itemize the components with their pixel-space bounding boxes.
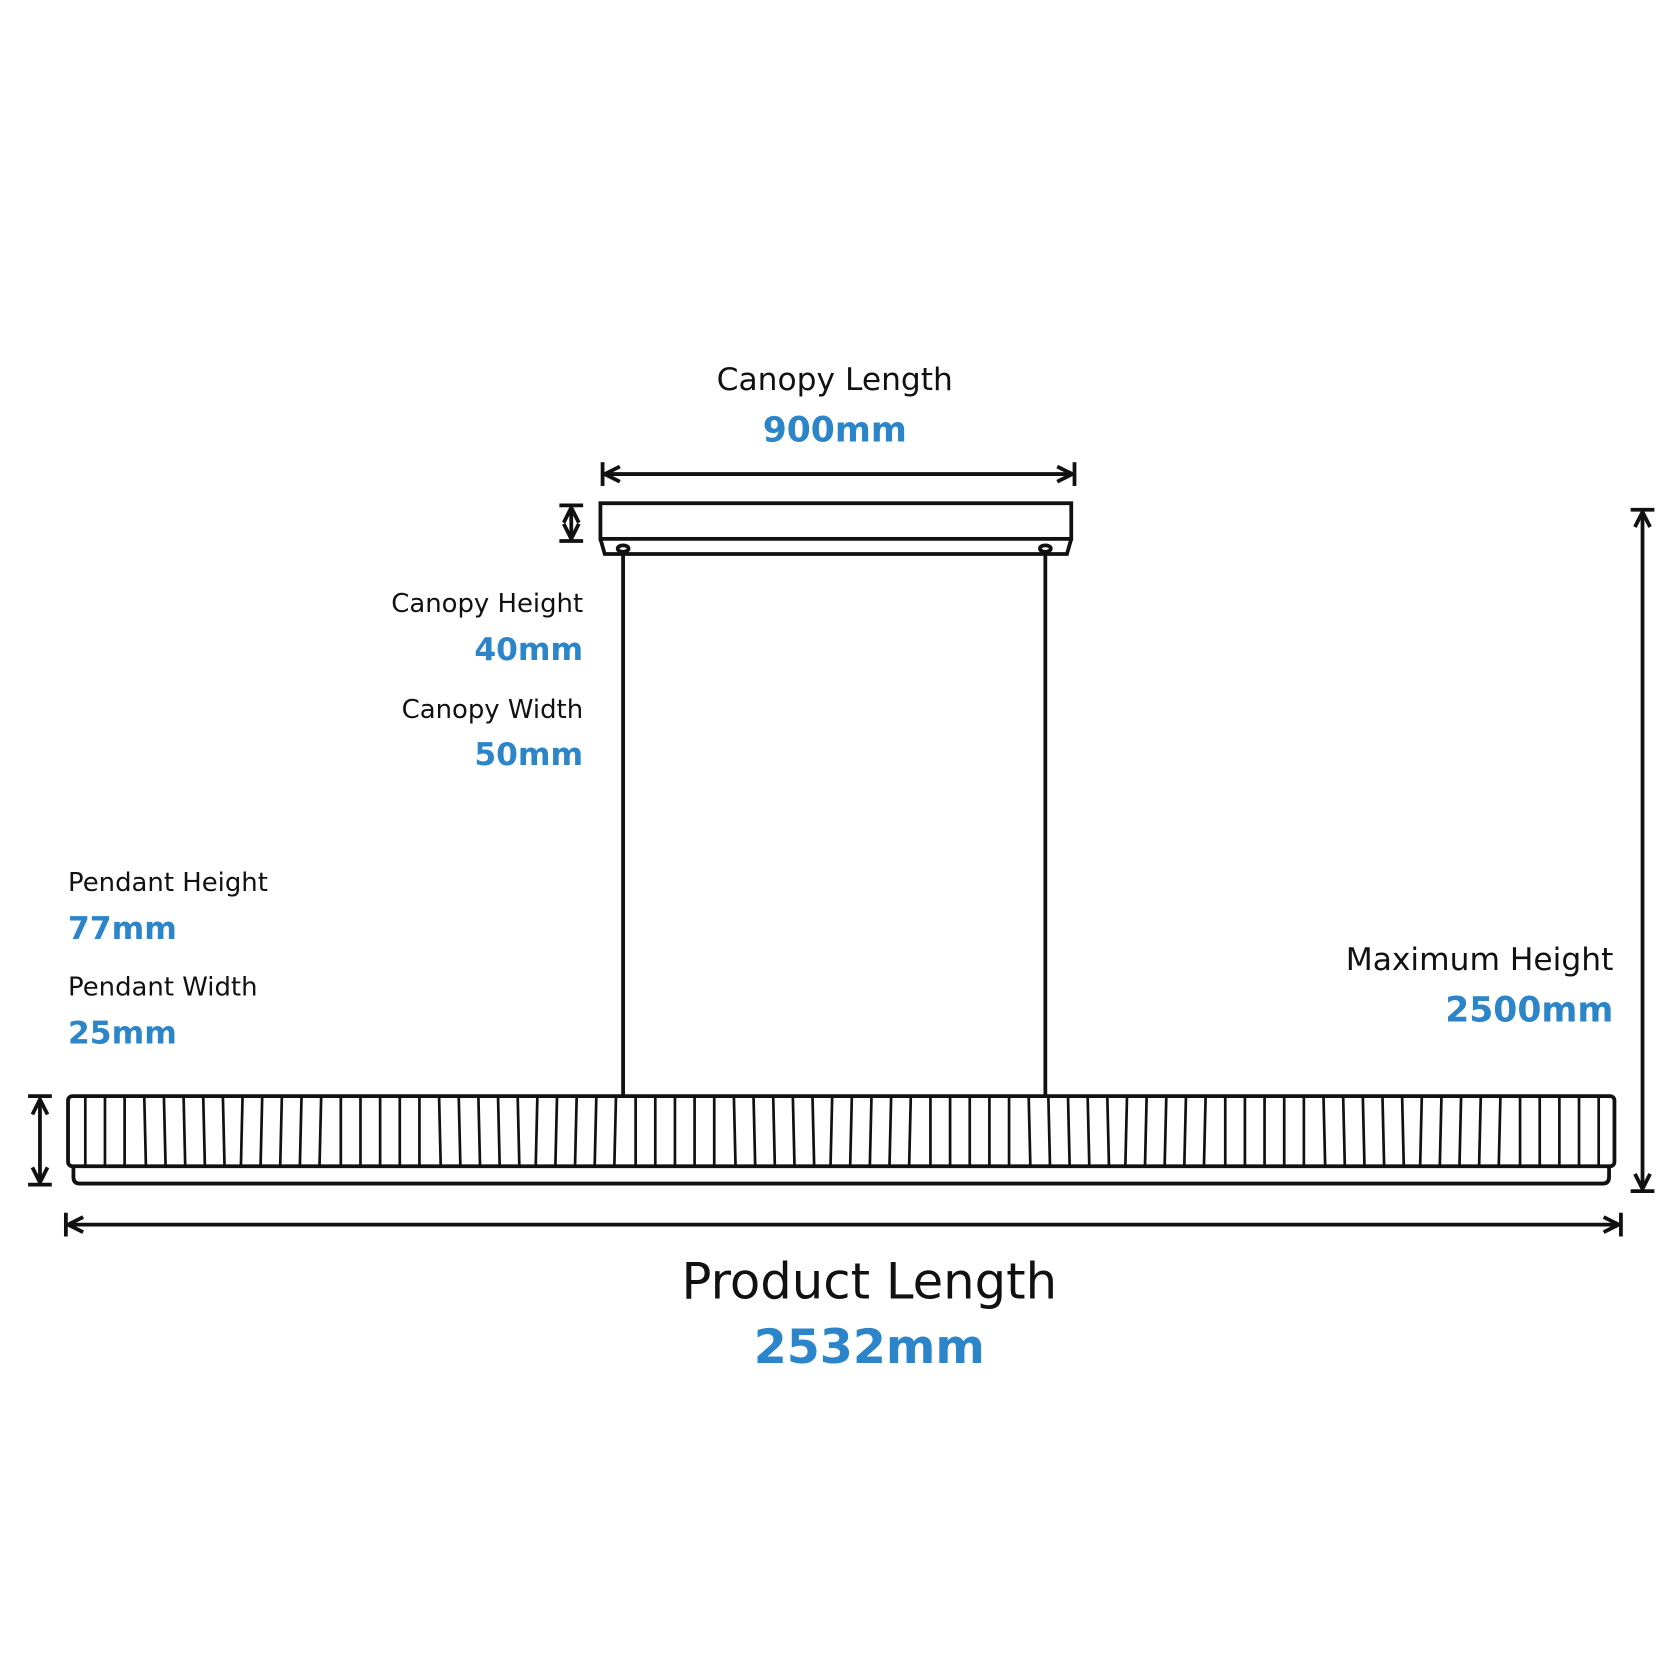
rib bbox=[1027, 1097, 1032, 1166]
rib bbox=[613, 1097, 618, 1166]
rib bbox=[907, 1097, 913, 1166]
rib bbox=[516, 1097, 521, 1166]
rib bbox=[554, 1097, 559, 1166]
value: 40mm bbox=[474, 632, 583, 668]
rib bbox=[573, 1097, 579, 1166]
pendant-height-arrow bbox=[28, 1094, 52, 1187]
rib bbox=[1143, 1097, 1148, 1166]
rib bbox=[1182, 1097, 1188, 1166]
value: 50mm bbox=[474, 737, 583, 773]
value: 77mm bbox=[68, 911, 177, 947]
rib bbox=[771, 1097, 777, 1166]
label: Product Length bbox=[682, 1253, 1058, 1311]
rib bbox=[1400, 1097, 1406, 1166]
rib bbox=[259, 1097, 264, 1166]
label: Pendant Height bbox=[68, 868, 268, 898]
value: 25mm bbox=[68, 1016, 177, 1052]
rib bbox=[829, 1097, 834, 1166]
rib bbox=[1438, 1097, 1443, 1166]
rib bbox=[534, 1097, 539, 1166]
rib bbox=[496, 1097, 502, 1166]
canopy bbox=[598, 501, 1074, 556]
maximum-height-arrow bbox=[1630, 507, 1655, 1194]
rib bbox=[1322, 1097, 1327, 1166]
rib bbox=[182, 1097, 187, 1166]
rib bbox=[221, 1097, 226, 1166]
rib bbox=[1202, 1097, 1207, 1166]
rib bbox=[162, 1097, 167, 1166]
pendant bbox=[66, 1094, 1617, 1186]
rib bbox=[593, 1097, 598, 1166]
label: Canopy Width bbox=[402, 695, 584, 725]
label: Pendant Width bbox=[68, 973, 257, 1003]
rib bbox=[868, 1097, 873, 1166]
rib bbox=[1341, 1097, 1347, 1166]
rib bbox=[811, 1097, 816, 1166]
label: Canopy Length bbox=[717, 362, 953, 398]
rib bbox=[752, 1097, 757, 1166]
label: Maximum Height bbox=[1346, 942, 1614, 978]
rib bbox=[278, 1097, 284, 1166]
rib bbox=[1497, 1097, 1502, 1166]
rib bbox=[318, 1097, 323, 1166]
rib bbox=[201, 1097, 207, 1166]
rib bbox=[298, 1097, 303, 1166]
cables bbox=[621, 551, 1048, 1097]
value: 900mm bbox=[763, 410, 907, 450]
rib bbox=[1163, 1097, 1168, 1166]
rib bbox=[1458, 1097, 1463, 1166]
rib bbox=[848, 1097, 854, 1166]
rib bbox=[1124, 1097, 1129, 1166]
rib bbox=[437, 1097, 443, 1166]
label: Canopy Height bbox=[391, 589, 583, 619]
canopy-length-arrow bbox=[600, 462, 1077, 486]
rib bbox=[732, 1097, 737, 1166]
rib bbox=[888, 1097, 893, 1166]
rib bbox=[239, 1097, 244, 1166]
rib bbox=[1086, 1097, 1091, 1166]
rib bbox=[1361, 1097, 1366, 1166]
rib bbox=[1418, 1097, 1424, 1166]
value: 2532mm bbox=[754, 1320, 985, 1375]
product-length-arrow bbox=[63, 1212, 1623, 1237]
rib bbox=[1381, 1097, 1386, 1166]
rib bbox=[477, 1097, 482, 1166]
rib bbox=[457, 1097, 462, 1166]
rib bbox=[1066, 1097, 1071, 1166]
value: 2500mm bbox=[1445, 990, 1613, 1030]
rib bbox=[1477, 1097, 1483, 1166]
rib bbox=[791, 1097, 796, 1166]
rib bbox=[142, 1097, 148, 1166]
rib bbox=[1047, 1097, 1052, 1166]
canopy-height-arrow bbox=[559, 503, 584, 543]
rib bbox=[1105, 1097, 1111, 1166]
